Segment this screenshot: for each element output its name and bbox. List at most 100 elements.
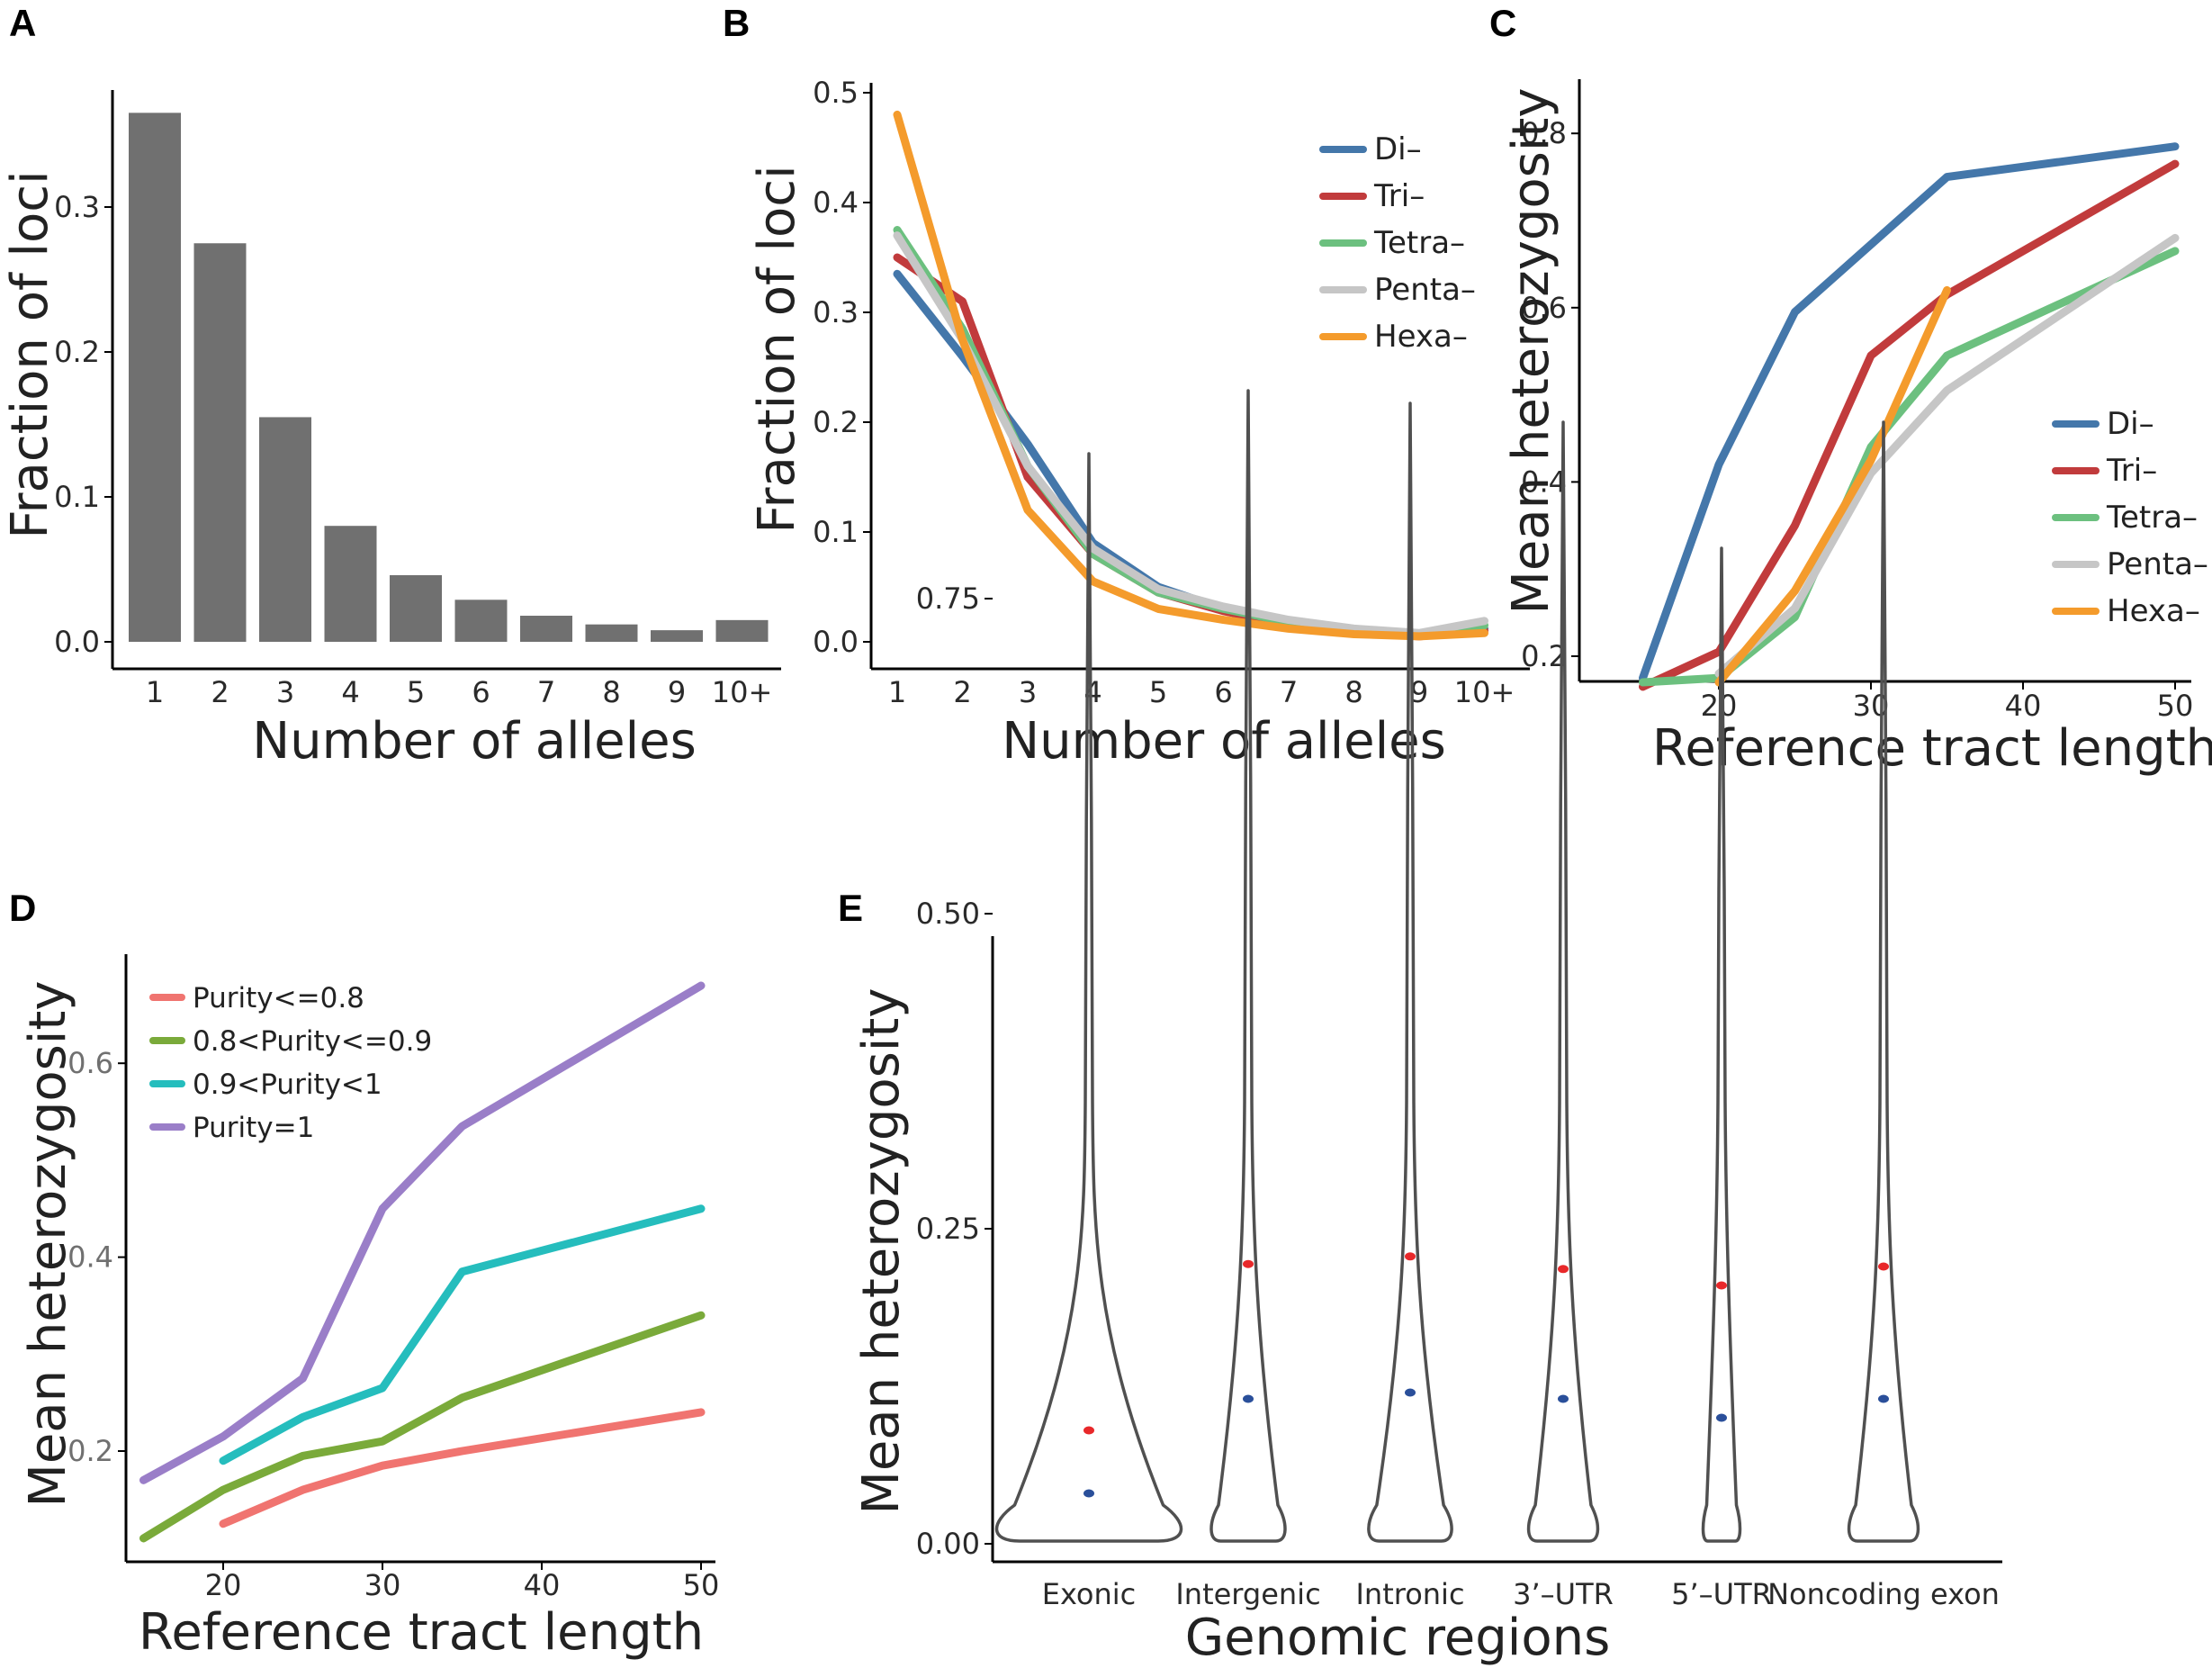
e-mean-dot <box>1558 1265 1569 1274</box>
e-x-tick-label: 3’–UTR <box>1513 1577 1614 1611</box>
b-y-axis-title: Fraction of loci <box>748 165 806 533</box>
c-legend-label: Tri– <box>2106 453 2157 489</box>
a-x-tick-label: 8 <box>602 675 620 709</box>
d-x-axis-title: Reference tract length <box>139 1603 704 1662</box>
a-bar <box>454 600 508 642</box>
a-x-axis-title: Number of alleles <box>252 712 697 771</box>
b-y-tick-label: 0.5 <box>813 76 859 110</box>
e-mean-dot <box>1716 1281 1727 1290</box>
d-x-tick-label: 30 <box>364 1568 401 1602</box>
b-series-line <box>893 231 1488 637</box>
b-x-tick-label: 8 <box>1344 675 1362 709</box>
panel-label-e: E <box>838 887 863 929</box>
a-x-tick-label: 7 <box>537 675 555 709</box>
e-x-tick-label: Noncoding exon <box>1767 1577 2000 1611</box>
b-x-axis-title: Number of alleles <box>1002 712 1446 771</box>
e-median-dot <box>1243 1394 1254 1403</box>
e-x-tick-label: Exonic <box>1042 1577 1137 1611</box>
b-legend-label: Tri– <box>1373 178 1425 214</box>
e-violin <box>994 452 1183 1543</box>
b-x-tick-label: 3 <box>1019 675 1037 709</box>
c-legend-label: Tetra– <box>2106 500 2198 536</box>
e-violin <box>1847 420 1920 1543</box>
b-x-tick-label: 6 <box>1214 675 1232 709</box>
b-y-tick-label: 0.3 <box>813 295 859 329</box>
e-mean-dot <box>1878 1262 1889 1271</box>
c-series-line <box>1714 285 1951 687</box>
d-legend-label: Purity=1 <box>193 1112 314 1144</box>
b-legend-label: Tetra– <box>1373 225 1465 261</box>
a-x-tick-label: 2 <box>211 675 229 709</box>
e-y-tick-label: 0.50 <box>916 897 980 931</box>
c-legend-label: Penta– <box>2107 546 2208 582</box>
c-series-line <box>1714 233 2180 678</box>
a-x-tick-label: 10+ <box>712 675 773 709</box>
c-y-tick-label: 0.8 <box>1521 116 1567 150</box>
c-x-axis-title: Reference tract length <box>1652 719 2212 778</box>
e-mean-dot <box>1243 1259 1254 1268</box>
panel-c-line-chart: 0.20.40.60.820 30 40 50Di–Tri–Tetra–Penta–H… <box>1502 79 2212 778</box>
c-legend-label: Hexa– <box>2107 593 2200 629</box>
b-y-tick-label: 0.2 <box>813 405 859 439</box>
a-x-tick-label: 3 <box>276 675 294 709</box>
panel-label-d: D <box>9 887 36 929</box>
b-series-line <box>893 110 1488 641</box>
e-x-tick-label: 5’–UTR <box>1671 1577 1772 1611</box>
a-x-tick-label: 6 <box>472 675 490 709</box>
a-y-axis-title: Fraction of loci <box>1 170 59 538</box>
d-y-axis-title: Mean heterozygosity <box>19 981 77 1508</box>
b-x-tick-label: 9 <box>1410 675 1428 709</box>
c-x-tick-label: 50 <box>2157 689 2194 723</box>
d-series-line <box>139 981 706 1484</box>
e-median-dot <box>1716 1413 1727 1422</box>
e-median-dot <box>1878 1394 1889 1403</box>
c-series-line <box>1639 159 2180 691</box>
e-y-axis-title: Mean heterozygosity <box>852 988 911 1515</box>
a-bar <box>651 630 703 642</box>
b-legend-label: Hexa– <box>1374 319 1468 355</box>
a-bar <box>585 624 638 642</box>
e-x-tick-label: Intronic <box>1355 1577 1464 1611</box>
b-y-tick-label: 0.4 <box>813 185 859 220</box>
e-y-tick-label: 0.75 <box>916 582 980 616</box>
d-y-tick-label: 0.6 <box>67 1046 113 1080</box>
panel-label-c: C <box>1489 2 1516 44</box>
a-bar <box>129 113 181 643</box>
d-x-tick-label: 40 <box>524 1568 561 1602</box>
e-violin <box>1526 420 1600 1543</box>
e-y-tick-label: 0.25 <box>916 1212 980 1246</box>
e-x-axis-title: Genomic regions <box>1185 1609 1611 1667</box>
c-series-line <box>1639 142 2180 682</box>
d-series-line <box>219 1204 706 1465</box>
b-x-tick-label: 5 <box>1149 675 1167 709</box>
b-legend-label: Penta– <box>1374 272 1476 308</box>
a-y-tick-label: 0.1 <box>54 480 100 514</box>
a-bar <box>715 619 769 642</box>
d-series-line <box>219 1408 706 1528</box>
b-x-tick-label: 2 <box>953 675 971 709</box>
panel-b-line-chart: 0.00.10.20.30.40.51 2 3 4 5 6 7 8 9 10+Di–Tri–Tet… <box>748 76 1530 771</box>
a-y-tick-label: 0.2 <box>54 335 100 369</box>
a-bar <box>390 574 442 642</box>
d-series-line <box>139 1311 706 1543</box>
e-median-dot <box>1084 1489 1094 1498</box>
panel-a-bar-chart: 0.0 0.1 0.2 0.3 1 2 3 4 5 6 7 8 9 10+ Number of allele… <box>1 90 781 771</box>
e-violin <box>1209 389 1287 1543</box>
b-y-tick-label: 0.1 <box>813 515 859 549</box>
a-bar <box>259 417 311 642</box>
a-bar <box>520 616 572 642</box>
e-x-tick-label: Intergenic <box>1175 1577 1320 1611</box>
e-violin <box>1701 546 1742 1543</box>
a-x-tick-label: 1 <box>146 675 164 709</box>
a-bar <box>324 526 377 642</box>
e-violin <box>1367 401 1453 1543</box>
d-legend-label: 0.8<Purity<=0.9 <box>193 1025 432 1058</box>
d-y-tick-label: 0.4 <box>67 1240 113 1275</box>
b-series-line <box>893 253 1488 641</box>
c-y-tick-label: 0.4 <box>1521 464 1567 499</box>
a-y-tick-label: 0.0 <box>54 625 100 659</box>
c-y-tick-label: 0.2 <box>1521 639 1567 673</box>
e-mean-dot <box>1405 1252 1416 1261</box>
